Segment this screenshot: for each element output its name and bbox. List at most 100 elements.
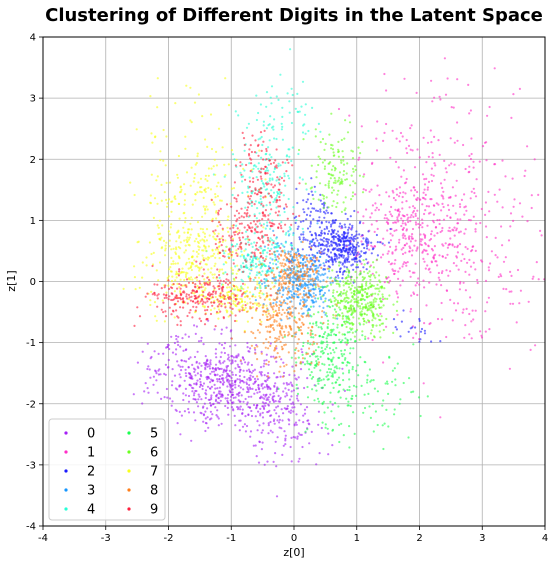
data-point — [212, 285, 215, 288]
data-point — [174, 262, 177, 265]
data-point — [369, 282, 372, 285]
data-point — [160, 199, 163, 202]
data-point — [263, 374, 266, 377]
data-point — [165, 205, 169, 208]
data-point — [305, 254, 308, 257]
data-point — [293, 319, 296, 322]
data-point — [488, 210, 491, 213]
data-point — [296, 258, 299, 261]
data-point — [426, 264, 429, 267]
data-point — [338, 270, 341, 273]
data-point — [436, 317, 440, 321]
data-point — [342, 280, 345, 283]
data-point — [201, 387, 204, 391]
data-point — [258, 260, 261, 263]
data-point — [251, 375, 255, 378]
data-point — [231, 355, 234, 358]
data-point — [288, 398, 292, 401]
data-point — [190, 264, 193, 268]
data-point — [407, 436, 410, 439]
data-point — [303, 123, 306, 126]
data-point — [398, 210, 401, 213]
data-point — [494, 254, 497, 257]
data-point — [381, 298, 385, 301]
data-point — [316, 283, 319, 286]
data-point — [265, 325, 268, 328]
data-point — [318, 242, 321, 245]
data-point — [348, 352, 352, 355]
data-point — [379, 312, 382, 315]
data-point — [326, 427, 329, 430]
data-point — [145, 264, 148, 267]
data-point — [413, 207, 416, 210]
data-point — [306, 268, 309, 271]
data-point — [253, 368, 256, 371]
data-point — [383, 281, 386, 284]
data-point — [474, 195, 478, 198]
data-point — [171, 351, 175, 354]
data-point — [370, 188, 373, 191]
data-point — [191, 363, 194, 366]
data-point — [213, 383, 216, 386]
data-point — [175, 276, 178, 279]
data-point — [262, 304, 265, 307]
data-point — [393, 221, 396, 224]
data-point — [321, 310, 324, 313]
data-point — [186, 231, 190, 234]
data-point — [394, 378, 397, 381]
data-point — [316, 219, 319, 222]
data-point — [385, 317, 388, 321]
data-point — [332, 291, 335, 294]
data-point — [294, 421, 298, 424]
data-point — [343, 209, 346, 212]
data-point — [290, 328, 293, 331]
data-point — [328, 180, 331, 183]
data-point — [422, 279, 425, 282]
data-point — [285, 231, 288, 234]
data-point — [276, 244, 279, 247]
data-point — [187, 257, 190, 260]
data-point — [302, 341, 305, 344]
data-point — [327, 206, 330, 209]
data-point — [235, 356, 239, 359]
data-point — [338, 285, 341, 288]
data-point — [168, 233, 172, 236]
data-point — [197, 245, 200, 248]
data-point — [430, 179, 434, 183]
data-point — [197, 232, 200, 236]
data-point — [385, 89, 388, 92]
data-point — [330, 375, 333, 378]
data-point — [331, 258, 334, 261]
data-point — [431, 249, 434, 252]
data-point — [231, 287, 234, 290]
data-point — [184, 193, 187, 196]
data-point — [218, 342, 221, 345]
data-point — [329, 329, 332, 332]
data-point — [530, 206, 533, 210]
data-point — [376, 287, 379, 290]
data-point — [274, 292, 277, 295]
data-point — [343, 236, 346, 239]
data-point — [195, 389, 198, 393]
data-point — [282, 361, 285, 364]
data-point — [363, 406, 367, 410]
data-point — [370, 329, 373, 332]
data-point — [279, 270, 282, 273]
data-point — [296, 201, 299, 205]
data-point — [406, 151, 409, 155]
data-point — [372, 379, 375, 382]
data-point — [226, 218, 229, 221]
data-point — [256, 329, 260, 332]
data-point — [257, 263, 260, 266]
data-point — [324, 184, 327, 187]
data-point — [360, 298, 364, 301]
data-point — [324, 348, 327, 351]
data-point — [198, 395, 201, 398]
data-point — [222, 361, 225, 364]
data-point — [277, 400, 280, 403]
data-point — [273, 320, 276, 323]
data-point — [331, 382, 334, 385]
data-point — [184, 333, 187, 336]
data-point — [269, 342, 272, 345]
data-point — [340, 161, 343, 164]
